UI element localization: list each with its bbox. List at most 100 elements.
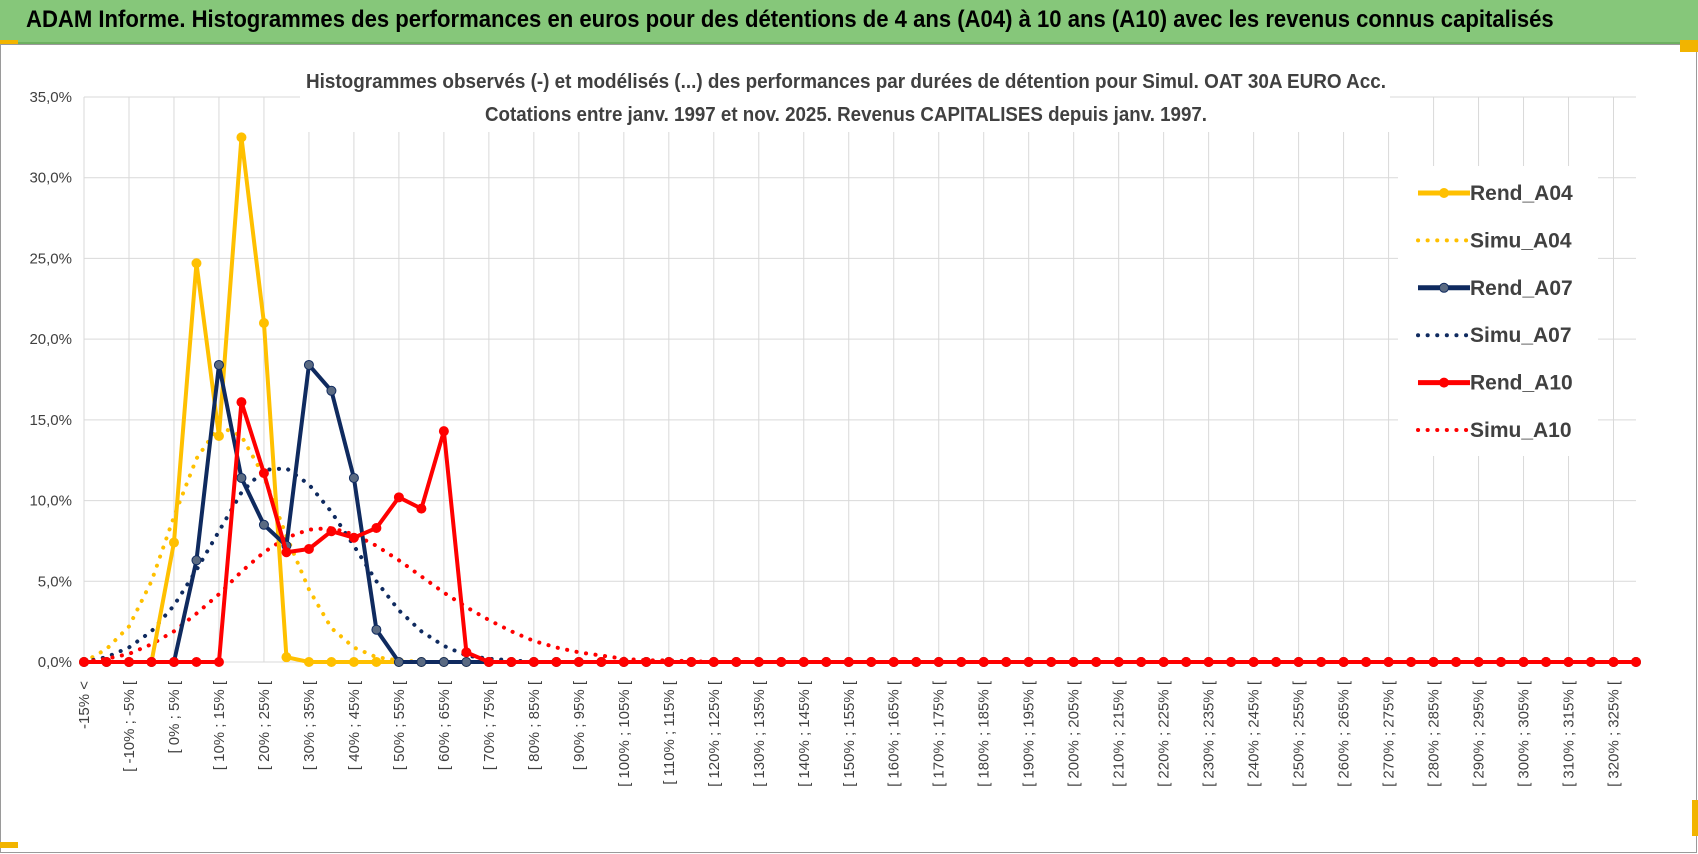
data-point [416, 503, 427, 514]
data-point [1608, 657, 1619, 667]
data-point [191, 258, 202, 269]
data-point [281, 547, 292, 558]
data-point [1136, 657, 1147, 667]
data-point [326, 385, 337, 396]
data-point [326, 526, 337, 537]
y-tick-label: 35,0% [29, 89, 72, 106]
data-point [1631, 657, 1641, 667]
data-point [843, 657, 854, 667]
data-point [1271, 657, 1282, 667]
legend-label: Rend_A10 [1470, 372, 1573, 395]
chart-frame [0, 44, 1697, 853]
corner-accent-bottom-left [0, 842, 18, 848]
data-point [461, 647, 472, 658]
x-tick-label: [ 180% ; 185% [ [976, 680, 993, 787]
x-tick-label: [ 80% ; 85% [ [526, 680, 543, 770]
data-point [258, 318, 269, 328]
x-tick-label: [ 0% ; 5% [ [166, 680, 183, 753]
legend-label: Rend_A07 [1470, 277, 1573, 300]
data-point [573, 657, 584, 667]
data-point [1406, 657, 1417, 667]
data-point [393, 657, 404, 667]
x-tick-label: [ 260% ; 265% [ [1336, 680, 1353, 787]
data-point [393, 492, 404, 503]
data-point [888, 657, 899, 667]
data-point [191, 555, 202, 566]
x-tick-label: [ 100% ; 105% [ [616, 680, 633, 787]
x-tick-label: [ -10% ; -5% [ [121, 680, 138, 772]
data-point [663, 657, 674, 667]
x-tick-label: [ 240% ; 245% [ [1246, 680, 1263, 787]
x-tick-label: [ 30% ; 35% [ [301, 680, 318, 770]
series-line-simu-a10 [82, 525, 1638, 664]
data-point [1293, 657, 1304, 667]
data-point [1248, 657, 1259, 667]
data-point [686, 657, 697, 667]
x-tick-label: [ 160% ; 165% [ [886, 680, 903, 787]
data-point [1586, 657, 1597, 667]
data-point [168, 657, 179, 667]
data-point [821, 657, 832, 667]
title-background [300, 66, 1390, 132]
data-point [416, 657, 427, 667]
data-point [281, 652, 292, 663]
data-point [123, 657, 134, 667]
data-point [1181, 657, 1192, 667]
x-tick-label: [ 190% ; 195% [ [1021, 680, 1038, 787]
data-point [438, 657, 449, 667]
legend-label: Simu_A07 [1470, 324, 1572, 347]
data-point [551, 657, 562, 667]
data-point [1563, 657, 1574, 667]
data-point [213, 657, 224, 667]
data-point [1383, 657, 1394, 667]
legend-marker [1439, 282, 1449, 293]
y-tick-label: 25,0% [29, 250, 72, 267]
x-tick-label: [ 300% ; 305% [ [1516, 680, 1533, 787]
data-point [348, 472, 359, 483]
data-point [258, 468, 269, 479]
data-point [303, 359, 314, 370]
data-point [1473, 657, 1484, 667]
data-point [1316, 657, 1327, 667]
x-tick-label: [ 50% ; 55% [ [391, 680, 408, 770]
data-point [753, 657, 764, 667]
x-tick-label: [ 130% ; 135% [ [751, 680, 768, 787]
x-tick-label: [ 210% ; 215% [ [1111, 680, 1128, 787]
x-tick-label: [ 320% ; 325% [ [1606, 680, 1623, 787]
data-point [79, 657, 89, 667]
data-point [798, 657, 809, 667]
report-title: ADAM Informe. Histogrammes des performan… [26, 6, 1554, 33]
x-tick-label: [ 20% ; 25% [ [256, 680, 273, 770]
data-point [1091, 657, 1102, 667]
data-point [866, 657, 877, 667]
data-point [1496, 657, 1507, 667]
data-point [956, 657, 967, 667]
data-point [978, 657, 989, 667]
series-layer [79, 132, 1641, 667]
data-point [776, 657, 787, 667]
x-tick-label: [ 250% ; 255% [ [1291, 680, 1308, 787]
x-tick-label: -15% < [76, 681, 93, 729]
data-point [348, 532, 359, 543]
report-banner: ADAM Informe. Histogrammes des performan… [0, 0, 1698, 44]
x-tick-label: [ 270% ; 275% [ [1381, 680, 1398, 787]
y-tick-label: 30,0% [29, 170, 72, 187]
data-point [528, 657, 539, 667]
data-point [236, 397, 247, 408]
data-point [146, 657, 157, 667]
data-point [101, 657, 112, 667]
x-tick-label: [ 70% ; 75% [ [481, 680, 498, 770]
data-point [1203, 657, 1214, 667]
x-tick-label: [ 90% ; 95% [ [571, 680, 588, 770]
data-point [731, 657, 742, 667]
data-point [1541, 657, 1552, 667]
x-tick-label: [ 150% ; 155% [ [841, 680, 858, 787]
data-point [618, 657, 629, 667]
chart-title-line-1: Histogrammes observés (-) et modélisés (… [306, 71, 1386, 93]
x-tick-label: [ 110% ; 115% [ [661, 680, 678, 785]
data-point [1338, 657, 1349, 667]
data-point [1046, 657, 1057, 667]
data-point [596, 657, 607, 667]
x-tick-label: [ 310% ; 315% [ [1561, 680, 1578, 787]
y-tick-label: 5,0% [38, 573, 72, 590]
